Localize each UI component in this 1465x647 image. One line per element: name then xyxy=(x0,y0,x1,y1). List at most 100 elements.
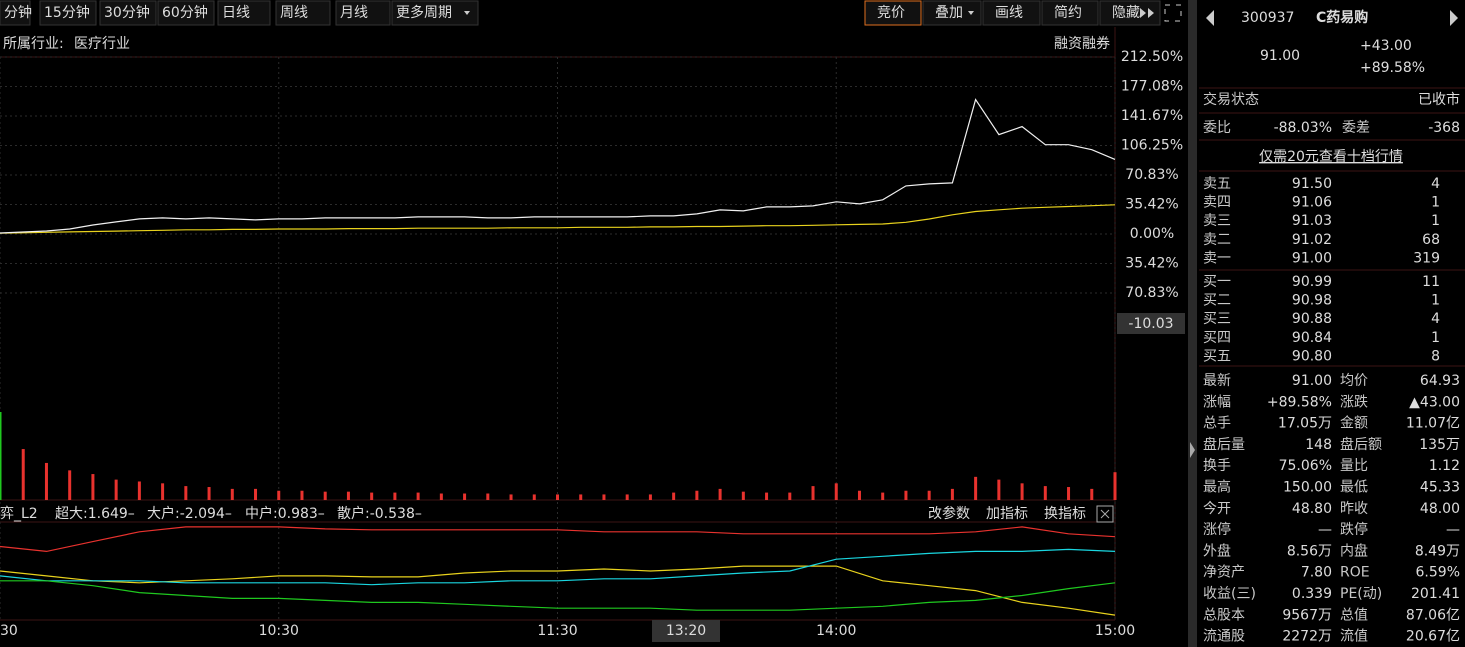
period-button[interactable] xyxy=(0,0,31,26)
volume-bar xyxy=(486,493,490,500)
period-label[interactable]: 更多周期 xyxy=(396,4,452,21)
indicator-button[interactable]: 改参数 xyxy=(928,505,970,522)
scrollbar[interactable] xyxy=(1188,0,1197,647)
book-price: 91.06 xyxy=(1292,195,1332,211)
stat-value: 20.67亿 xyxy=(1406,629,1460,645)
indicator-button[interactable]: 换指标 xyxy=(1044,505,1086,522)
industry: 医疗行业 xyxy=(74,36,130,52)
book-label: 买五 xyxy=(1203,348,1231,364)
stat-label: PE(动) xyxy=(1340,586,1382,602)
ratio: -88.03% xyxy=(1274,120,1332,136)
stat-value: 17.05万 xyxy=(1278,416,1332,432)
period-label[interactable]: 日线 xyxy=(222,5,250,21)
stat-value: 45.33 xyxy=(1420,480,1460,496)
tool-button[interactable] xyxy=(1041,0,1099,26)
indicator-line xyxy=(0,548,1116,586)
stat-value: 48.80 xyxy=(1292,501,1332,517)
diff-label: 委差 xyxy=(1342,120,1370,136)
volume-bar xyxy=(207,487,211,500)
stat-label: 总值 xyxy=(1340,607,1368,623)
stat-value: — xyxy=(1446,522,1460,538)
stat-value: 64.93 xyxy=(1420,373,1460,389)
prev-arrow[interactable] xyxy=(1206,10,1214,26)
cursor-value: -10.03 xyxy=(1128,316,1173,332)
period-label[interactable]: 月线 xyxy=(340,5,368,21)
stat-label: 均价 xyxy=(1340,373,1368,389)
promo-link[interactable]: 仅需20元查看十档行情 xyxy=(1259,149,1403,165)
book-price: 90.84 xyxy=(1292,330,1332,346)
period-button[interactable] xyxy=(39,0,97,26)
volume-bar xyxy=(927,490,931,500)
stat-value: ▲43.00 xyxy=(1409,394,1460,410)
stat-label: 今开 xyxy=(1203,501,1231,517)
y-tick-label: 70.83% xyxy=(1125,285,1178,301)
dropdown-icon xyxy=(464,11,470,15)
book-label: 买二 xyxy=(1203,293,1231,309)
volume-bar xyxy=(602,494,606,500)
book-label: 卖二 xyxy=(1203,232,1231,248)
change-pct: +89.58% xyxy=(1360,60,1425,76)
volume-bar xyxy=(1090,488,1094,500)
y-tick-label: 35.42% xyxy=(1125,196,1178,212)
book-price: 91.03 xyxy=(1292,213,1332,229)
tool-label[interactable]: 隐藏 xyxy=(1112,5,1140,21)
tool-label[interactable]: 叠加 xyxy=(935,5,963,21)
status-label: 交易状态 xyxy=(1203,91,1259,108)
period-label[interactable]: 15分钟 xyxy=(44,4,90,21)
tool-label[interactable]: 画线 xyxy=(995,5,1023,21)
stat-label: 内盘 xyxy=(1340,542,1368,559)
period-label[interactable]: 60分钟 xyxy=(162,4,208,21)
next-arrow[interactable] xyxy=(1450,10,1458,26)
volume-bar xyxy=(439,493,443,500)
tool-label[interactable]: 竞价 xyxy=(877,4,905,21)
period-button[interactable] xyxy=(217,0,271,26)
indicator-button[interactable]: 加指标 xyxy=(986,506,1028,522)
volume-bar xyxy=(695,490,699,500)
collapse-arrow[interactable] xyxy=(1190,442,1195,458)
book-label: 买一 xyxy=(1203,274,1231,290)
period-label[interactable]: 分钟 xyxy=(4,4,32,21)
volume-bar xyxy=(137,481,141,500)
stat-label: 收益(三) xyxy=(1203,586,1256,602)
period-button[interactable] xyxy=(391,0,479,26)
period-label[interactable]: 30分钟 xyxy=(104,4,150,21)
tool-button[interactable] xyxy=(982,0,1041,26)
fullscreen-icon[interactable] xyxy=(1164,4,1182,22)
y-tick-label: 70.83% xyxy=(1125,167,1178,183)
stat-label: 净资产 xyxy=(1203,565,1245,581)
ratio-label: 委比 xyxy=(1203,120,1231,136)
tool-button[interactable] xyxy=(864,0,922,26)
volume-bar xyxy=(672,492,676,500)
indicator-legend: 散户:-0.538– xyxy=(337,505,422,522)
stat-value: 201.41 xyxy=(1411,586,1460,602)
book-volume: 1 xyxy=(1431,213,1440,229)
close-icon[interactable] xyxy=(1096,505,1114,523)
volume-bar xyxy=(881,492,885,500)
volume-bar xyxy=(300,490,304,500)
status: 已收市 xyxy=(1418,91,1460,108)
book-volume: 1 xyxy=(1431,330,1440,346)
volume-bar xyxy=(1043,486,1047,500)
book-price: 90.98 xyxy=(1292,293,1332,309)
book-volume: 8 xyxy=(1431,348,1440,364)
book-label: 买四 xyxy=(1203,330,1231,346)
period-button[interactable] xyxy=(157,0,215,26)
tool-label[interactable]: 简约 xyxy=(1054,4,1082,21)
y-tick-label: 177.08% xyxy=(1121,79,1183,95)
volume-bar xyxy=(556,494,559,500)
stat-label: 涨停 xyxy=(1203,521,1231,538)
stat-label: 流通股 xyxy=(1203,629,1245,645)
stat-label: 总股本 xyxy=(1203,607,1245,623)
stat-label: 最低 xyxy=(1340,480,1368,496)
stat-value: — xyxy=(1318,522,1332,538)
volume-bar xyxy=(718,488,722,500)
period-button[interactable] xyxy=(275,0,331,26)
period-button[interactable] xyxy=(335,0,391,26)
period-button[interactable] xyxy=(99,0,157,26)
volume-bar xyxy=(1113,472,1117,500)
book-price: 90.80 xyxy=(1292,348,1332,364)
margin-link[interactable]: 融资融券 xyxy=(1054,36,1110,52)
period-label[interactable]: 周线 xyxy=(280,5,308,21)
indicator-line xyxy=(0,526,1116,553)
